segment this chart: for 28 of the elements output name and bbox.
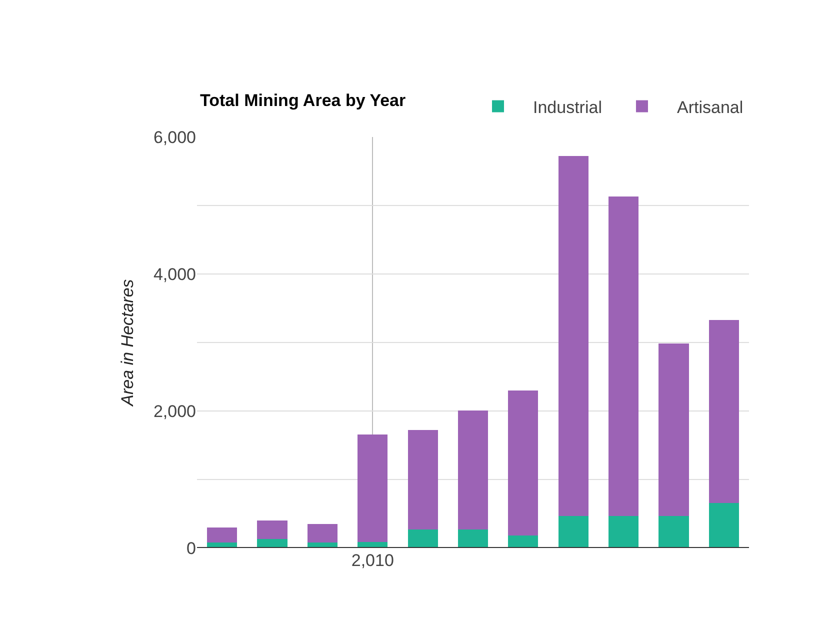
bar [558, 156, 588, 516]
bar [508, 536, 538, 548]
bar [508, 390, 538, 536]
bar [608, 196, 639, 516]
y-tick-label: 6,000 [153, 128, 196, 147]
bar [608, 516, 639, 548]
y-tick-label: 0 [186, 538, 196, 558]
bar [558, 516, 588, 548]
bar [257, 539, 288, 548]
bar [658, 516, 689, 548]
bar [358, 434, 388, 542]
bar [658, 344, 689, 516]
bar [257, 520, 288, 540]
bar [207, 527, 238, 543]
bar [708, 502, 739, 548]
y-tick-label: 4,000 [153, 264, 196, 284]
y-axis-title: Area in Hectares [118, 278, 138, 407]
bar [408, 430, 438, 530]
chart-title: Total Mining Area by Year [200, 90, 406, 110]
bar [408, 530, 438, 548]
legend-label: Artisanal [676, 98, 744, 117]
bar [458, 410, 488, 530]
bar [458, 530, 488, 548]
bar [307, 524, 338, 543]
y-tick-label: 2,000 [153, 402, 196, 421]
bar [708, 320, 739, 503]
legend-label: Industrial [533, 98, 602, 117]
x-tick-label: 2,010 [351, 551, 394, 570]
